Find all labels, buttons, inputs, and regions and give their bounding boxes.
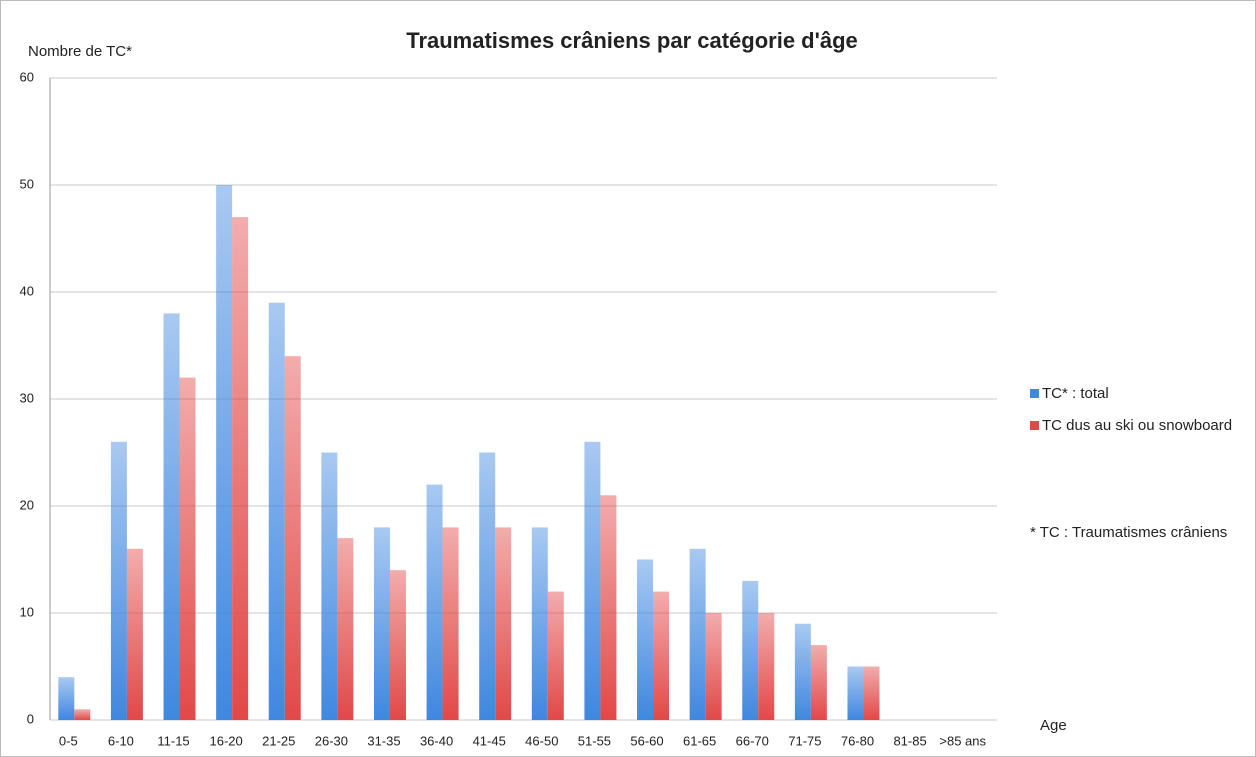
bar xyxy=(442,527,459,720)
x-tick-label: 16-20 xyxy=(210,733,243,748)
legend-label: TC* : total xyxy=(1042,385,1109,402)
bar xyxy=(426,484,443,720)
bar xyxy=(284,356,301,720)
bar xyxy=(232,217,249,720)
bar xyxy=(531,527,548,720)
x-tick-label: 36-40 xyxy=(420,733,453,748)
y-tick-label: 0 xyxy=(27,711,34,726)
x-tick-label: 46-50 xyxy=(525,733,558,748)
x-tick-label: 21-25 xyxy=(262,733,295,748)
y-tick-label: 50 xyxy=(20,176,34,191)
legend-label: TC dus au ski ou snowboard xyxy=(1042,417,1232,434)
x-tick-label: 11-15 xyxy=(157,733,189,748)
x-tick-label: 71-75 xyxy=(788,733,821,748)
x-axis-label: Age xyxy=(1040,717,1067,734)
bar xyxy=(110,441,127,720)
bar xyxy=(58,677,75,720)
bar xyxy=(373,527,390,720)
x-tick-label: 41-45 xyxy=(473,733,506,748)
y-axis-label: Nombre de TC* xyxy=(28,43,132,60)
bar xyxy=(479,452,496,720)
bar xyxy=(742,580,759,720)
bar xyxy=(126,548,143,720)
legend-swatch xyxy=(1030,421,1039,430)
bar xyxy=(74,709,91,720)
bar xyxy=(268,302,285,720)
bar xyxy=(653,591,670,720)
bar xyxy=(758,613,775,720)
bar xyxy=(637,559,654,720)
bar xyxy=(321,452,338,720)
bar xyxy=(863,666,880,720)
y-tick-label: 20 xyxy=(20,497,34,512)
bar xyxy=(163,313,180,720)
x-tick-label: 51-55 xyxy=(578,733,611,748)
bar xyxy=(847,666,864,720)
bar xyxy=(495,527,512,720)
x-tick-label: 0-5 xyxy=(59,733,78,748)
annotation: * TC : Traumatismes crâniens xyxy=(1030,524,1227,541)
x-tick-label: >85 ans xyxy=(939,733,986,748)
y-tick-label: 40 xyxy=(20,283,34,298)
bar xyxy=(179,377,196,720)
y-tick-label: 60 xyxy=(20,69,34,84)
x-tick-label: 61-65 xyxy=(683,733,716,748)
bar xyxy=(547,591,564,720)
bar xyxy=(600,495,617,720)
x-tick-label: 66-70 xyxy=(736,733,769,748)
x-tick-label: 31-35 xyxy=(367,733,400,748)
bar xyxy=(794,623,811,720)
bar xyxy=(216,185,233,720)
x-tick-label: 76-80 xyxy=(841,733,874,748)
chart-title: Traumatismes crâniens par catégorie d'âg… xyxy=(406,28,858,53)
x-tick-label: 56-60 xyxy=(630,733,663,748)
x-tick-label: 26-30 xyxy=(315,733,348,748)
x-tick-label: 81-85 xyxy=(893,733,926,748)
legend-swatch xyxy=(1030,389,1039,398)
x-tick-label: 6-10 xyxy=(108,733,134,748)
bar xyxy=(689,548,706,720)
y-tick-label: 10 xyxy=(20,604,34,619)
bar xyxy=(584,441,601,720)
bar xyxy=(810,645,827,720)
bar xyxy=(389,570,406,720)
bar xyxy=(705,613,722,720)
y-tick-label: 30 xyxy=(20,390,34,405)
bar xyxy=(337,538,354,720)
